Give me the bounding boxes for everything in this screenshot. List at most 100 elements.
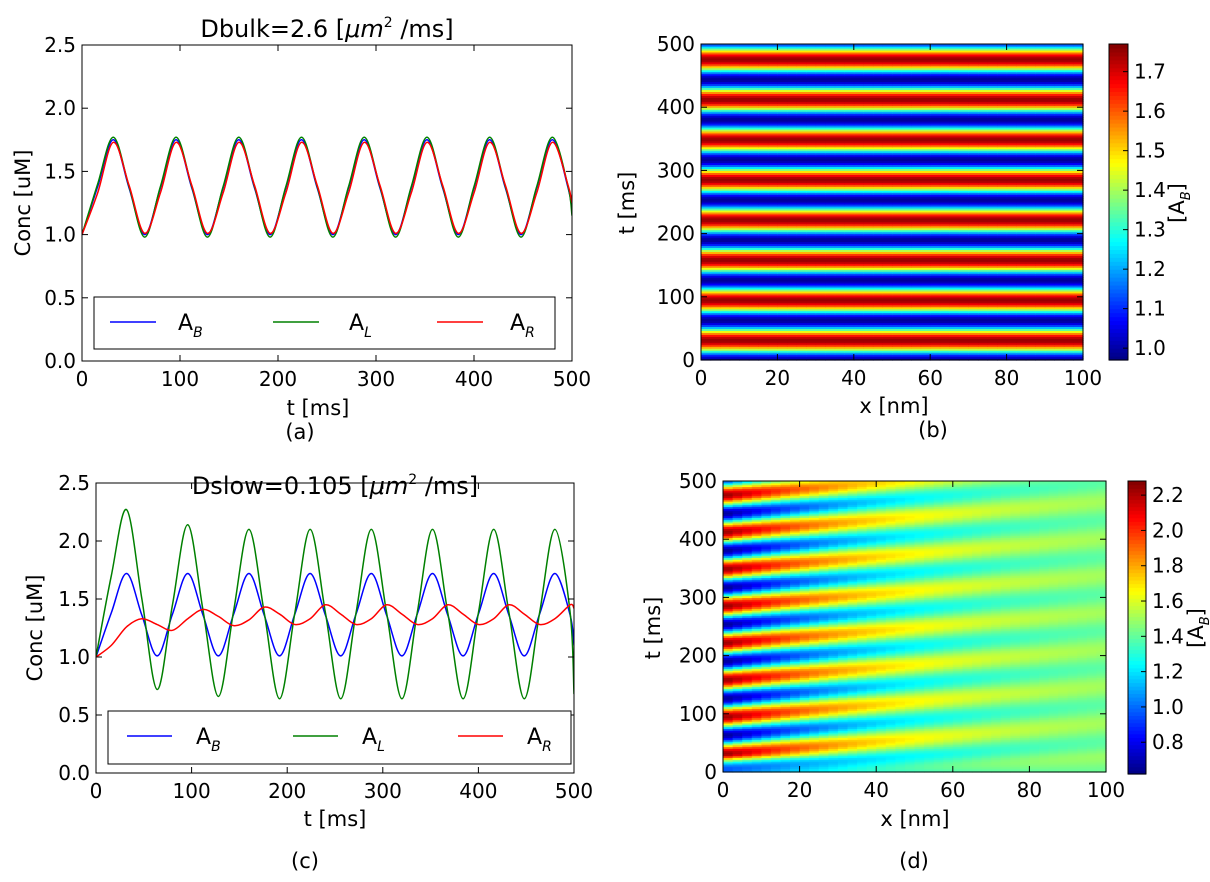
panel-b-heatmap-cell — [930, 312, 941, 316]
panel-b-heatmap-cell — [1073, 356, 1084, 359]
panel-b-heatmap-cell — [777, 314, 788, 318]
panel-b-heatmap-cell — [977, 251, 989, 254]
panel-b-heatmap-cell — [739, 241, 750, 245]
panel-b-heatmap-cell — [767, 342, 778, 345]
panel-b-heatmap-cell — [796, 298, 807, 302]
panel-b-heatmap-cell — [710, 249, 721, 252]
panel-b-heatmap-cell — [815, 259, 826, 262]
panel-b-heatmap-cell — [815, 302, 826, 306]
panel-b-heatmap-cell — [748, 267, 759, 270]
panel-b-heatmap-cell — [701, 255, 712, 258]
panel-b-heatmap-cell — [958, 334, 969, 337]
panel-b-heatmap-cell — [872, 316, 884, 320]
panel-b-heatmap-cell — [911, 308, 922, 312]
panel-b-heatmap-cell — [739, 324, 750, 328]
panel-b-heatmap-cell — [930, 286, 941, 290]
panel-b-heatmap-cell — [987, 235, 998, 239]
panel-b-heatmap-cell — [977, 314, 989, 318]
panel-b-heatmap-cell — [930, 247, 941, 251]
panel-b-heatmap-cell — [911, 281, 922, 284]
panel-b-heatmap-cell — [920, 282, 931, 286]
panel-b-heatmap-cell — [958, 241, 969, 245]
panel-b-heatmap-cell — [968, 352, 979, 355]
panel-b-heatmap-cell — [882, 346, 893, 349]
panel-b-heatmap-cell — [1063, 229, 1075, 233]
panel-b-heatmap-cell — [1006, 257, 1017, 260]
panel-b-heatmap-cell — [853, 294, 864, 298]
panel-b-heatmap-cell — [777, 265, 788, 268]
panel-b-heatmap-cell — [767, 312, 778, 316]
panel-b-heatmap-cell — [844, 342, 855, 345]
panel-b-heatmap-cell — [872, 259, 884, 262]
panel-b-heatmap-cell — [977, 257, 989, 260]
panel-b-heatmap-cell — [901, 229, 912, 233]
panel-b-heatmap-cell — [997, 269, 1008, 272]
panel-b-heatmap-cell — [806, 227, 817, 231]
panel-b-heatmap-cell — [1025, 318, 1036, 322]
panel-b-heatmap-cell — [930, 284, 941, 288]
panel-b-heatmap-cell — [710, 310, 721, 314]
panel-b-heatmap-cell — [901, 261, 912, 264]
panel-b-heatmap-cell — [911, 320, 922, 324]
panel-b-heatmap-cell — [901, 281, 912, 284]
panel-b-heatmap-cell — [892, 277, 903, 280]
panel-b-heatmap-cell — [1063, 334, 1075, 337]
panel-b-heatmap-cell — [882, 277, 893, 280]
panel-b-heatmap-cell — [767, 326, 778, 330]
panel-b-heatmap-cell — [1054, 273, 1065, 276]
panel-b-heatmap-cell — [825, 318, 836, 322]
panel-b-heatmap-cell — [701, 253, 712, 256]
panel-b-heatmap-cell — [853, 312, 864, 316]
panel-b-heatmap-cell — [892, 237, 903, 241]
panel-b-heatmap-cell — [739, 233, 750, 237]
panel-b-heatmap-cell — [892, 257, 903, 260]
panel-b-heatmap-cell — [834, 350, 845, 353]
panel-b-heatmap-cell — [786, 247, 798, 251]
panel-b-heatmap-cell — [710, 300, 721, 304]
panel-b-heatmap-cell — [892, 279, 903, 282]
panel-b-heatmap-cell — [796, 302, 807, 306]
panel-b-heatmap-cell — [892, 298, 903, 302]
panel-b-heatmap-cell — [739, 263, 750, 266]
panel-b-heatmap-cell — [1035, 233, 1046, 237]
panel-b-heatmap-cell — [968, 292, 979, 296]
panel-b-heatmap-cell — [767, 292, 778, 296]
panel-b-heatmap-cell — [1016, 245, 1027, 249]
panel-b-heatmap-cell — [1025, 290, 1036, 294]
panel-b-heatmap-cell — [1025, 298, 1036, 302]
panel-b-heatmap-cell — [815, 257, 826, 260]
panel-b-heatmap-cell — [892, 288, 903, 292]
panel-b-heatmap-cell — [939, 324, 950, 328]
panel-b-heatmap-cell — [1025, 265, 1036, 268]
panel-b-heatmap-cell — [911, 282, 922, 286]
panel-b-heatmap-cell — [844, 334, 855, 337]
panel-b-heatmap-cell — [872, 261, 884, 264]
panel-b-heatmap-cell — [1063, 310, 1075, 314]
panel-b-heatmap-cell — [892, 320, 903, 324]
panel-b-heatmap-cell — [825, 273, 836, 276]
panel-b-heatmap-cell — [1073, 324, 1084, 328]
panel-b-heatmap-cell — [1006, 336, 1017, 339]
panel-b-heatmap-cell — [739, 334, 750, 337]
panel-b-heatmap-cell — [863, 294, 874, 298]
panel-b-heatmap-cell — [758, 269, 769, 272]
panel-b-heatmap-cell — [729, 290, 740, 294]
panel-b-heatmap-cell — [977, 282, 989, 286]
panel-b-heatmap-cell — [767, 332, 778, 335]
panel-b-heatmap-cell — [767, 330, 778, 333]
panel-b-heatmap-cell — [930, 275, 941, 278]
panel-b-heatmap-cell — [1054, 275, 1065, 278]
panel-b-heatmap-cell — [786, 298, 798, 302]
panel-b-heatmap-cell — [806, 356, 817, 359]
panel-b-heatmap-cell — [701, 306, 712, 310]
panel-b-heatmap-cell — [968, 229, 979, 233]
panel-b-heatmap-cell — [758, 328, 769, 331]
panel-b-heatmap-cell — [911, 316, 922, 320]
panel-b-heatmap-cell — [1025, 346, 1036, 349]
panel-b-heatmap-cell — [720, 344, 731, 347]
panel-b-heatmap-cell — [1073, 348, 1084, 351]
panel-b-heatmap-cell — [939, 334, 950, 337]
panel-b-heatmap-cell — [796, 348, 807, 351]
panel-b-heatmap-cell — [720, 310, 731, 314]
panel-b-heatmap-cell — [786, 277, 798, 280]
